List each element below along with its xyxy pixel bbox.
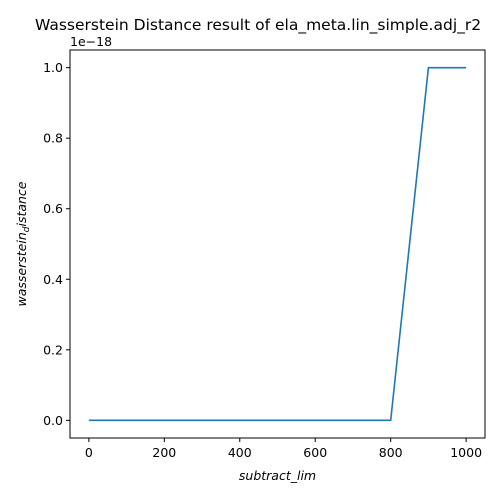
y-tick-label: 1.0 xyxy=(43,60,63,75)
y-tick-label: 0.4 xyxy=(43,272,63,287)
plot-area-frame xyxy=(69,49,486,439)
series-layer xyxy=(88,66,467,422)
y-axis-label: wassersteindistance xyxy=(14,181,32,306)
x-tick-label: 400 xyxy=(228,445,252,460)
y-axis-offset-label: 1e−18 xyxy=(70,34,112,49)
y-axis: 0.0 0.2 0.4 0.6 0.8 1.0 xyxy=(43,60,70,428)
x-tick-label: 600 xyxy=(303,445,327,460)
y-tick-label: 0.0 xyxy=(43,413,63,428)
y-axis-label-part: istance xyxy=(14,181,29,226)
x-axis-label-text: subtract_lim xyxy=(239,468,316,483)
x-tick-label: 800 xyxy=(379,445,403,460)
x-tick-label: 1000 xyxy=(450,445,482,460)
y-axis-label-subscript: d xyxy=(22,226,32,232)
chart-title: Wasserstein Distance result of ela_meta.… xyxy=(35,16,481,35)
x-axis-label: subtract_lim xyxy=(239,468,316,483)
x-axis: 0 200 400 600 800 1000 xyxy=(85,438,482,460)
y-axis-label-part: wasserstein xyxy=(14,232,29,306)
series-line xyxy=(88,66,467,422)
x-tick-label: 0 xyxy=(85,445,93,460)
y-tick-label: 0.6 xyxy=(43,201,63,216)
x-tick-label: 200 xyxy=(152,445,176,460)
y-tick-label: 0.8 xyxy=(43,131,63,146)
y-tick-label: 0.2 xyxy=(43,342,63,357)
